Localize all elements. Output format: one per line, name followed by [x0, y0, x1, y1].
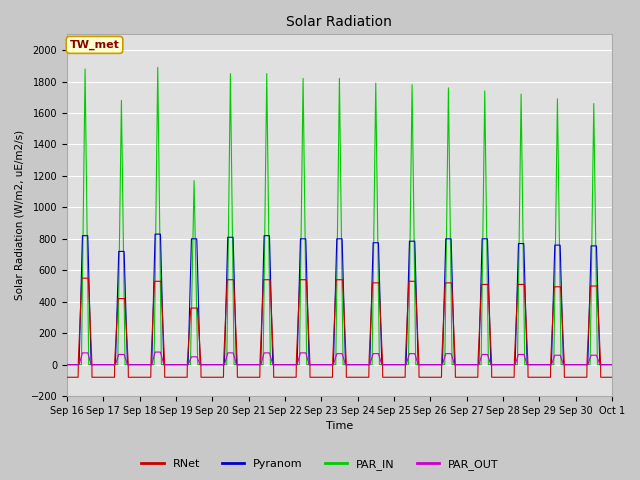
PAR_IN — [319, 362, 327, 368]
Title: Solar Radiation: Solar Radiation — [287, 15, 392, 29]
Pyranom — [608, 362, 616, 368]
Pyranom — [151, 231, 159, 237]
PAR_IN — [493, 362, 500, 368]
Line: Pyranom: Pyranom — [67, 234, 612, 365]
PAR_OUT — [63, 362, 71, 368]
Pyranom — [461, 362, 469, 368]
X-axis label: Time: Time — [326, 421, 353, 432]
PAR_OUT — [151, 349, 159, 355]
Line: RNet: RNet — [67, 278, 612, 377]
PAR_IN — [63, 362, 71, 368]
RNet — [63, 374, 71, 380]
PAR_IN — [161, 362, 169, 368]
Legend: RNet, Pyranom, PAR_IN, PAR_OUT: RNet, Pyranom, PAR_IN, PAR_OUT — [137, 455, 503, 474]
PAR_IN — [607, 362, 615, 368]
PAR_IN — [154, 64, 161, 70]
PAR_IN — [431, 362, 439, 368]
Pyranom — [161, 362, 169, 368]
PAR_OUT — [493, 362, 500, 368]
PAR_OUT — [608, 362, 616, 368]
Pyranom — [63, 362, 71, 368]
Pyranom — [319, 362, 327, 368]
PAR_OUT — [161, 362, 169, 368]
PAR_OUT — [461, 362, 469, 368]
RNet — [607, 374, 615, 380]
PAR_OUT — [319, 362, 327, 368]
RNet — [161, 374, 169, 380]
RNet — [319, 374, 327, 380]
PAR_IN — [608, 362, 616, 368]
Line: PAR_OUT: PAR_OUT — [67, 352, 612, 365]
PAR_OUT — [431, 362, 439, 368]
Line: PAR_IN: PAR_IN — [67, 67, 612, 365]
PAR_IN — [461, 362, 469, 368]
PAR_OUT — [607, 362, 615, 368]
Pyranom — [493, 362, 500, 368]
RNet — [608, 374, 616, 380]
Y-axis label: Solar Radiation (W/m2, uE/m2/s): Solar Radiation (W/m2, uE/m2/s) — [15, 130, 25, 300]
Text: TW_met: TW_met — [70, 40, 120, 50]
RNet — [431, 374, 439, 380]
RNet — [78, 275, 86, 281]
Pyranom — [607, 362, 615, 368]
Pyranom — [431, 362, 439, 368]
RNet — [493, 374, 500, 380]
RNet — [461, 374, 469, 380]
